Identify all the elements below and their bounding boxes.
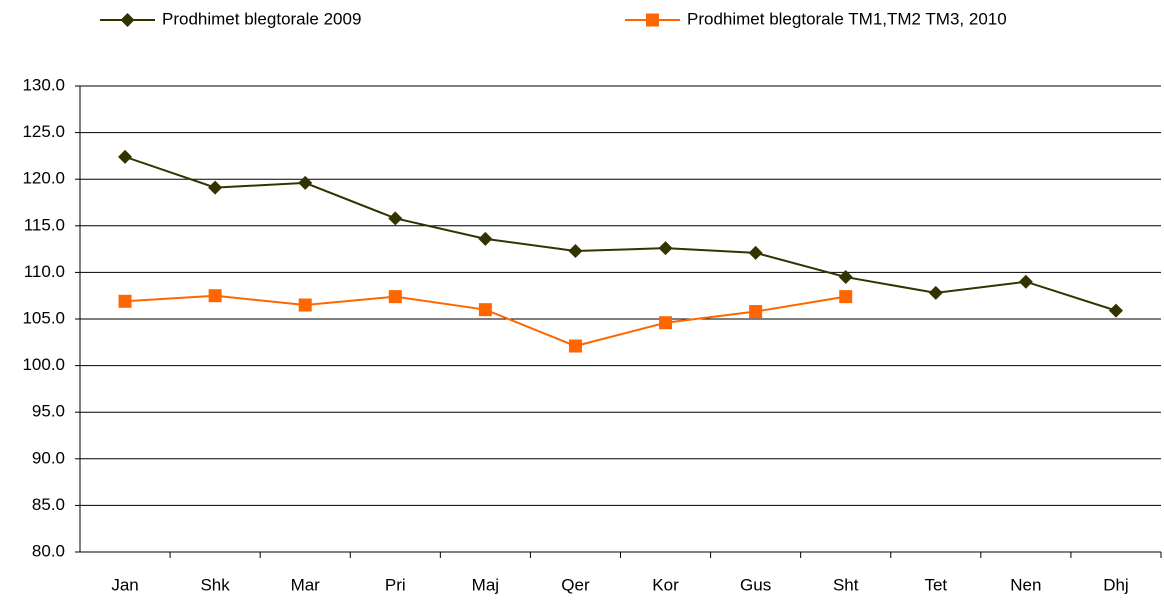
y-tick-label: 95.0 [32, 402, 65, 421]
x-tick-label: Dhj [1103, 575, 1129, 594]
y-tick-label: 120.0 [22, 169, 65, 188]
y-tick-label: 85.0 [32, 495, 65, 514]
legend-label: Prodhimet blegtorale 2009 [162, 9, 361, 28]
x-tick-label: Jan [111, 575, 138, 594]
x-tick-label: Qer [561, 575, 590, 594]
marker [118, 294, 132, 308]
x-tick-label: Tet [924, 575, 947, 594]
series-line [124, 155, 1117, 312]
y-tick-label: 80.0 [32, 541, 65, 560]
marker [749, 305, 763, 319]
marker [1108, 303, 1123, 318]
marker [839, 290, 853, 304]
y-tick-label: 90.0 [32, 448, 65, 467]
x-tick-label: Maj [472, 575, 499, 594]
marker [298, 175, 313, 190]
marker [478, 303, 492, 317]
marker [928, 285, 943, 300]
marker [298, 298, 312, 312]
marker [568, 339, 582, 353]
x-tick-label: Pri [385, 575, 406, 594]
marker [748, 245, 763, 260]
x-tick-label: Nen [1010, 575, 1041, 594]
y-tick-label: 125.0 [22, 122, 65, 141]
marker [568, 243, 583, 258]
y-tick-label: 115.0 [24, 215, 65, 234]
legend-label: Prodhimet blegtorale TM1,TM2 TM3, 2010 [687, 9, 1007, 28]
marker [388, 211, 403, 226]
y-tick-label: 105.0 [22, 308, 65, 327]
marker [118, 149, 133, 164]
marker [208, 180, 223, 195]
marker [658, 241, 673, 256]
y-tick-label: 130.0 [22, 75, 65, 94]
y-tick-label: 110.0 [24, 262, 65, 281]
marker [646, 13, 659, 27]
x-tick-label: Sht [833, 575, 859, 594]
x-tick-label: Mar [291, 575, 321, 594]
x-tick-label: Gus [740, 575, 771, 594]
marker [838, 270, 853, 285]
y-tick-label: 100.0 [22, 355, 65, 374]
marker [120, 13, 135, 27]
x-tick-label: Kor [652, 575, 679, 594]
x-tick-label: Shk [200, 575, 230, 594]
marker [1018, 274, 1033, 289]
marker [388, 290, 402, 304]
marker [659, 316, 673, 330]
marker [208, 289, 222, 303]
marker [478, 231, 493, 246]
